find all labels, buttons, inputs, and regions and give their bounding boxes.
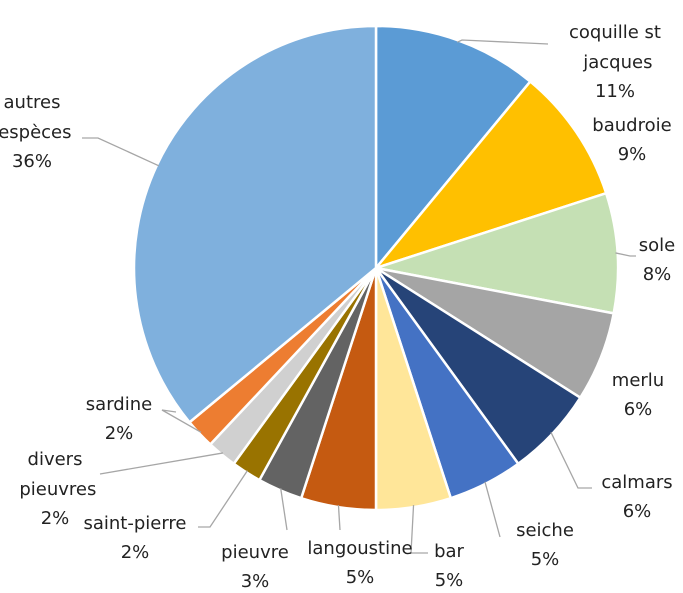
label-line: bar: [434, 541, 464, 562]
slice-label: merlu: [612, 370, 664, 391]
leader-line: [410, 505, 428, 554]
slice-label: divers pieuvres: [14, 449, 97, 500]
label-line: espèces: [0, 122, 72, 143]
label-line: baudroie: [592, 115, 671, 136]
slice-label: langoustine: [307, 538, 412, 559]
slice-label: coquille st jacques: [569, 22, 661, 73]
slice-label: bar: [434, 541, 464, 562]
label-line: divers: [28, 449, 83, 470]
value-label: 3%: [241, 571, 270, 592]
label-line: autres: [4, 92, 61, 113]
slice-label: pieuvre: [221, 542, 289, 563]
value-label: 6%: [623, 501, 652, 522]
leader-line: [457, 39, 549, 45]
label-line: merlu: [612, 370, 664, 391]
label-line: pieuvre: [221, 542, 289, 563]
leader-line: [615, 252, 636, 257]
value-label: 36%: [12, 151, 52, 172]
pie-slice: [372, 79, 608, 271]
value-label: 9%: [618, 144, 647, 165]
label-line: sole: [639, 235, 675, 256]
value-label: 2%: [105, 423, 134, 444]
label-line: calmars: [601, 472, 672, 493]
label-line: langoustine: [307, 538, 412, 559]
pie-slice: [374, 24, 533, 272]
label-line: saint-pierre: [83, 513, 186, 534]
slice-label: baudroie: [592, 115, 671, 136]
slice-label: calmars: [601, 472, 672, 493]
slice-label: sardine: [86, 394, 152, 415]
leader-line: [82, 137, 160, 167]
leader-line: [99, 452, 224, 475]
slice-label: sole: [639, 235, 675, 256]
leader-line: [484, 481, 501, 538]
value-label: 2%: [41, 508, 70, 529]
leader-line: [280, 488, 288, 531]
value-label: 11%: [595, 81, 635, 102]
label-line: coquille st: [569, 22, 661, 43]
slice-label: saint-pierre: [83, 513, 186, 534]
leader-line: [550, 432, 592, 489]
slice-label: seiche: [516, 520, 574, 541]
value-label: 8%: [643, 264, 672, 285]
label-line: pieuvres: [14, 479, 97, 500]
value-label: 6%: [624, 399, 653, 420]
value-label: 2%: [121, 542, 150, 563]
leader-line: [198, 470, 248, 528]
value-label: 5%: [435, 570, 464, 591]
value-label: 5%: [531, 549, 560, 570]
leader-line: [337, 505, 341, 531]
slice-label: autres espèces: [0, 92, 72, 143]
label-line: jacques: [578, 52, 653, 73]
value-label: 5%: [346, 567, 375, 588]
label-line: seiche: [516, 520, 574, 541]
leader-line: [161, 409, 202, 433]
label-line: sardine: [86, 394, 152, 415]
